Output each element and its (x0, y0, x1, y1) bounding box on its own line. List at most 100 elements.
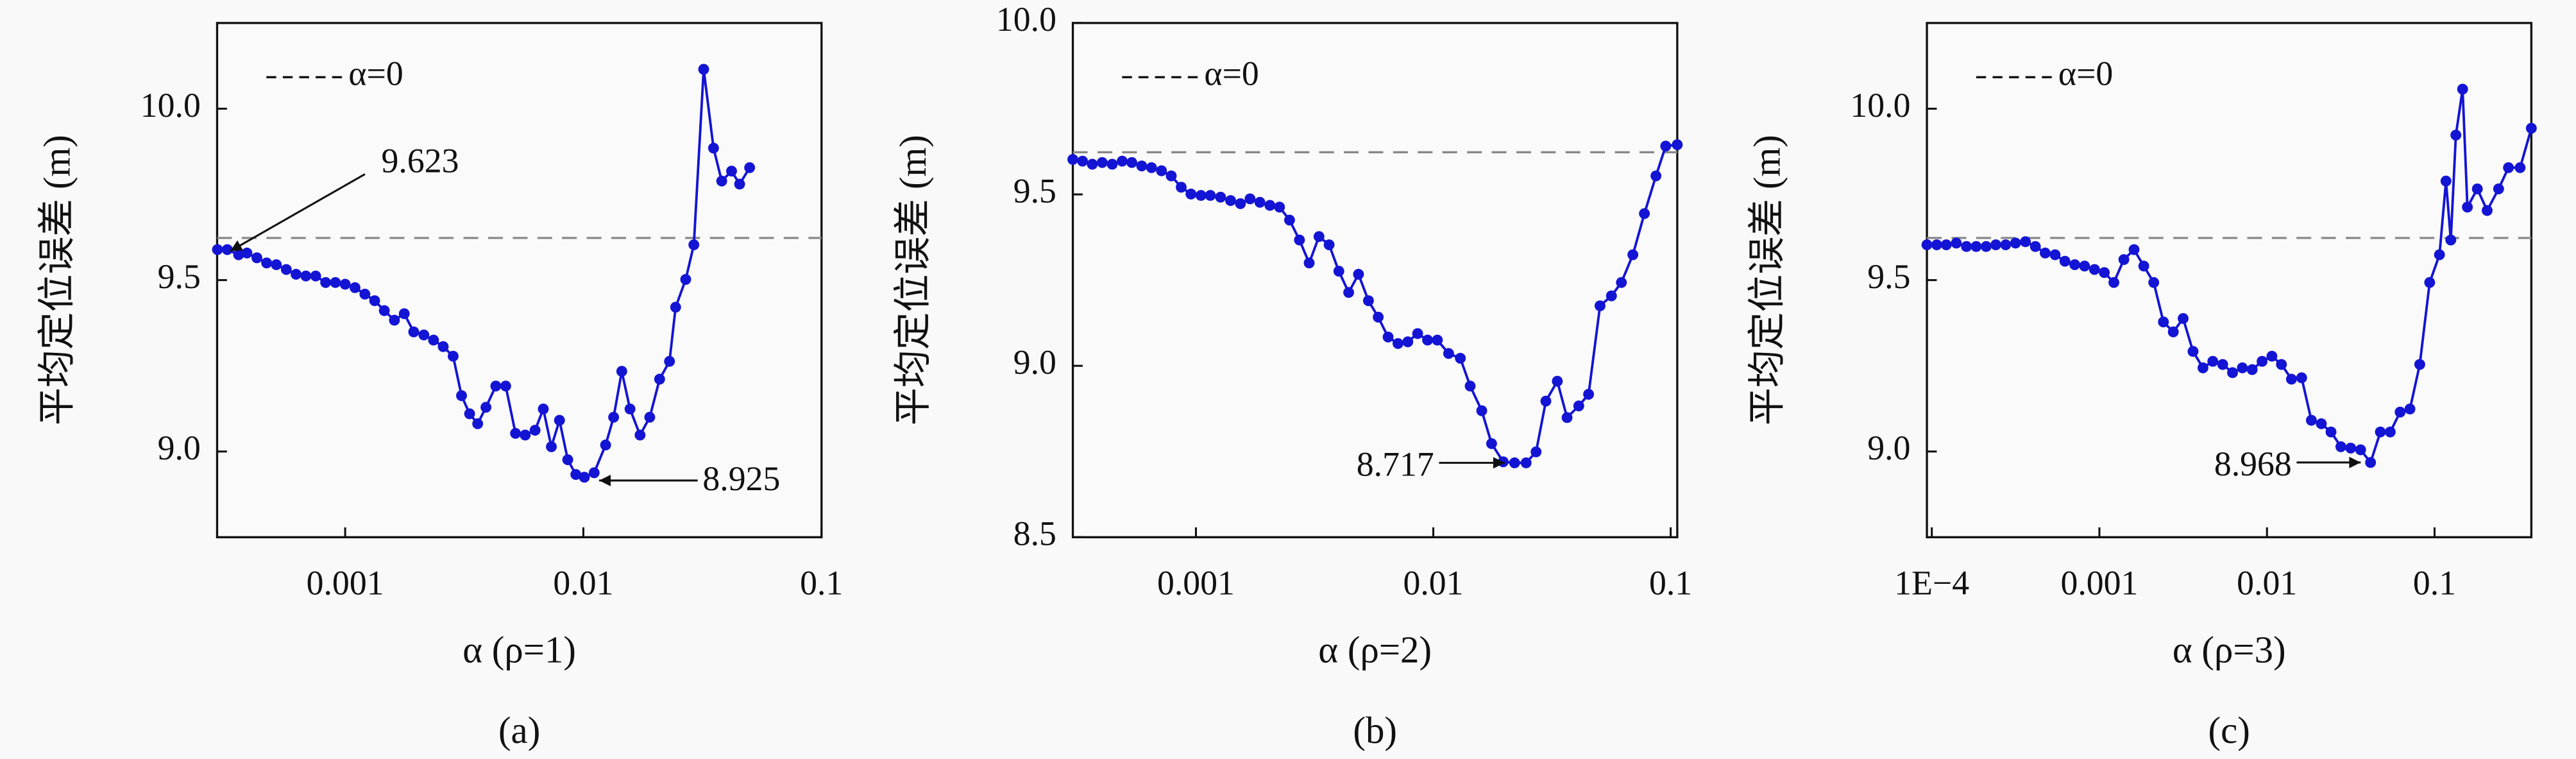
data-point (369, 295, 380, 307)
y-axis-label: 平均定位误差 (m) (892, 135, 934, 425)
data-point (2345, 442, 2357, 454)
data-point (2217, 359, 2228, 370)
data-point (271, 259, 282, 270)
data-point (241, 247, 253, 259)
data-point (1961, 241, 1972, 252)
legend-label: α=0 (1204, 55, 1258, 93)
data-point (1136, 160, 1148, 172)
data-point (350, 282, 360, 293)
data-point (398, 308, 410, 320)
y-axis-label: 平均定位误差 (m) (1746, 135, 1788, 425)
data-point (1185, 189, 1197, 200)
annotation: 8.968 (2214, 445, 2292, 483)
data-point (2525, 123, 2537, 134)
data-point (221, 244, 233, 255)
y-tick-label: 9.0 (1013, 343, 1056, 382)
data-point (2325, 426, 2337, 438)
data-point (2296, 372, 2307, 384)
x-tick-label: 0.1 (1649, 563, 1692, 602)
data-point (2158, 316, 2169, 328)
data-point (1146, 162, 1157, 173)
data-point (310, 270, 321, 282)
annotation: 8.925 (702, 459, 780, 498)
data-point (1087, 158, 1098, 170)
data-point (1422, 334, 1434, 346)
panel: 9.0 9.5 10.0 0.001 0.01 0.1 α (ρ=1) (a) 平均定位误差 (… (37, 22, 843, 751)
x-tick-label: 0.001 (1157, 563, 1235, 602)
data-point (664, 355, 675, 367)
x-tick-label: 0.1 (2413, 563, 2456, 602)
x-tick-label: 0.001 (307, 563, 384, 602)
data-point (1215, 191, 1226, 203)
data-point (1660, 141, 1672, 152)
data-point (1990, 239, 2001, 250)
data-point (1382, 331, 1394, 343)
data-point (1106, 158, 1118, 170)
data-point (2335, 441, 2346, 452)
data-point (1096, 157, 1108, 168)
data-point (1573, 400, 1584, 412)
data-point (1117, 155, 1128, 167)
y-tick-label: 10.0 (1850, 86, 1910, 124)
data-point (2462, 201, 2473, 213)
data-point (2503, 162, 2514, 173)
data-point (2049, 249, 2061, 260)
data-point (1606, 290, 1617, 302)
data-point (1176, 182, 1187, 193)
data-point (1921, 239, 1933, 250)
y-tick-label: 8.5 (1013, 515, 1056, 553)
data-point (1540, 395, 1552, 407)
data-point (2375, 426, 2386, 438)
data-point (2167, 326, 2179, 337)
data-point (1940, 239, 1952, 250)
data-point (1195, 190, 1207, 201)
data-point (418, 329, 430, 341)
y-tick-label: 9.0 (1867, 429, 1910, 467)
annotation: 8.717 (1357, 445, 1434, 483)
data-point (708, 142, 719, 154)
data-point (1205, 190, 1216, 201)
x-axis-label: α (ρ=1) (462, 629, 576, 671)
data-point (437, 341, 449, 352)
data-point (2440, 175, 2452, 187)
data-point (716, 175, 727, 187)
data-point (2128, 244, 2140, 255)
data-point (1303, 257, 1315, 269)
data-point (1616, 277, 1627, 288)
data-point (2434, 249, 2445, 260)
data-point (1343, 287, 1355, 298)
data-point (2355, 444, 2366, 456)
data-point (1627, 249, 1639, 260)
x-tick-label: 0.01 (1403, 563, 1463, 602)
data-point (670, 302, 681, 313)
data-point (562, 454, 573, 466)
data-point (1552, 375, 1563, 387)
data-point (261, 257, 273, 269)
x-tick-label: 0.1 (800, 563, 843, 602)
data-point (654, 373, 665, 385)
data-point (2108, 277, 2119, 288)
data-point (698, 64, 709, 75)
data-point (2414, 359, 2425, 370)
data-point (2471, 183, 2483, 194)
data-point (2316, 418, 2327, 429)
data-point (1126, 157, 1137, 168)
data-point (339, 278, 351, 290)
data-point (2089, 264, 2100, 275)
data-point (472, 418, 484, 429)
legend-label: α=0 (2058, 55, 2113, 93)
data-point (2099, 267, 2110, 278)
data-point (1067, 154, 1079, 165)
data-point (520, 429, 531, 441)
data-point (1274, 201, 1285, 213)
legend-label: α=0 (348, 55, 403, 93)
data-point (1980, 241, 1992, 252)
data-point (2445, 234, 2457, 246)
data-point (359, 289, 371, 300)
data-point (2276, 359, 2287, 370)
data-point (1520, 457, 1532, 468)
caption: (b) (1353, 710, 1397, 751)
data-point (1464, 380, 1476, 392)
data-point (464, 408, 475, 420)
y-tick-label: 9.5 (1867, 257, 1910, 296)
